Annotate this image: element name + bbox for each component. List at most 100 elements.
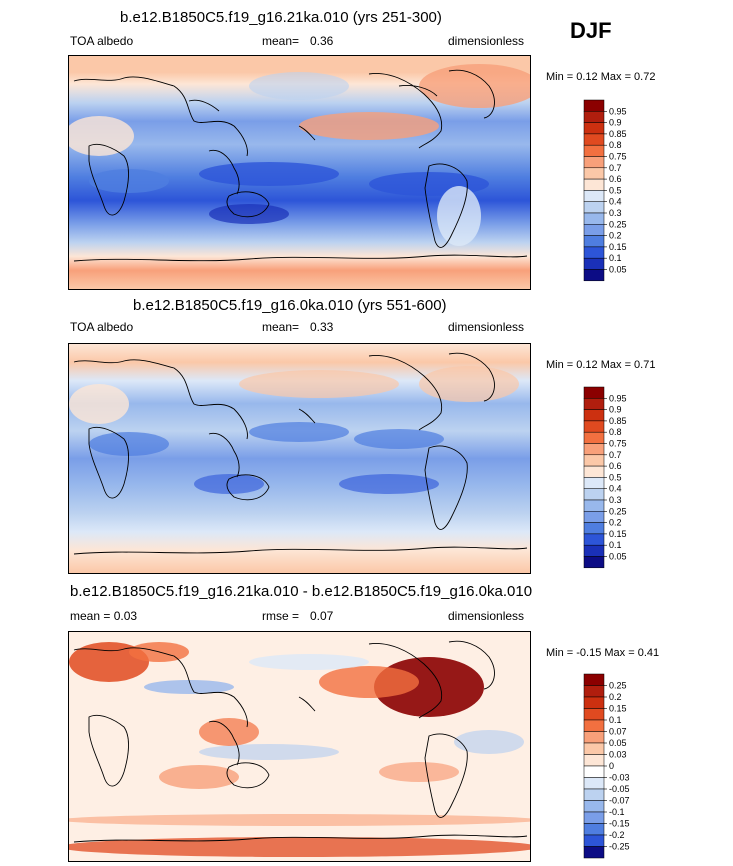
colorbar-swatch (583, 488, 605, 501)
colorbar-swatch (583, 533, 605, 546)
colorbar-swatch (583, 673, 605, 686)
colorbar-tick-label: 0.4 (609, 197, 622, 207)
colorbar-swatch (583, 122, 605, 135)
colorbar-swatch (583, 846, 605, 859)
colorbar-tick-label: 0.25 (609, 506, 627, 516)
colorbar-swatch (583, 742, 605, 755)
colorbar-swatch (583, 556, 605, 569)
colorbar-swatch (583, 834, 605, 847)
colorbar-tick-label: 0.85 (609, 129, 627, 139)
colorbar-swatch (583, 190, 605, 202)
colorbar-tick-label: 0.5 (609, 185, 622, 195)
panel3-rmse-value: 0.07 (310, 609, 334, 623)
colorbar-swatch (583, 811, 605, 824)
colorbar-tick-label: 0.9 (609, 405, 622, 415)
colorbar-swatch (583, 409, 605, 422)
colorbar-tick-label: 0.5 (609, 472, 622, 482)
panel3-map-svg (69, 632, 530, 861)
colorbar-tick-label: 0.95 (609, 106, 627, 116)
colorbar-tick-label: 0.25 (609, 219, 627, 229)
colorbar-swatch (583, 800, 605, 813)
colorbar-swatch (583, 420, 605, 433)
panel1-mean-label: mean= (262, 34, 300, 48)
panel1-title: b.e12.B1850C5.f19_g16.21ka.010 (yrs 251-… (120, 9, 442, 26)
colorbar-tick-label: 0.7 (609, 163, 622, 173)
panel3-title: b.e12.B1850C5.f19_g16.21ka.010 - b.e12.B… (70, 583, 533, 600)
colorbar-tick-label: 0.15 (609, 242, 627, 252)
colorbar-tick-label: 0.8 (609, 140, 622, 150)
colorbar-tick-label: 0.1 (609, 253, 622, 263)
colorbar-tick-label: 0.07 (609, 727, 627, 737)
colorbar-tick-label: 0.3 (609, 208, 622, 218)
colorbar-tick-label: 0.4 (609, 484, 622, 494)
colorbar-tick-label: 0.15 (609, 529, 627, 539)
panel2-colorbar-svg: 0.95 0.90.850.8 0.750.70.60.5 0.40.30.25 0.2… (583, 386, 627, 569)
colorbar-swatch (583, 465, 605, 478)
colorbar-swatch (583, 431, 605, 444)
colorbar-tick-label: 0.9 (609, 118, 622, 128)
colorbar-tick-label: 0.1 (609, 540, 622, 550)
panel1-minmax: Min = 0.12 Max = 0.72 (546, 71, 656, 83)
colorbar-swatch (583, 696, 605, 709)
colorbar-tick-label: 0.05 (609, 265, 627, 275)
colorbar-tick-label: 0.6 (609, 461, 622, 471)
colorbar-swatch (583, 685, 605, 698)
colorbar-tick-label: 0.05 (609, 738, 627, 748)
colorbar-swatch (583, 156, 605, 169)
colorbar-tick-label: -0.05 (609, 784, 630, 794)
colorbar-swatch (583, 144, 605, 157)
colorbar-tick-label: 0.75 (609, 439, 627, 449)
panel3-minmax: Min = -0.15 Max = 0.41 (546, 647, 660, 659)
colorbar-swatch (583, 544, 605, 557)
panel1-map (68, 55, 531, 290)
panel2-map-svg (69, 344, 530, 573)
colorbar-swatch (583, 788, 605, 801)
colorbar-tick-label: 0.2 (609, 692, 622, 702)
colorbar-swatch (583, 719, 605, 732)
colorbar-tick-label: 0.25 (609, 681, 627, 691)
colorbar-tick-label: 0.15 (609, 704, 627, 714)
colorbar-tick-label: 0.1 (609, 715, 622, 725)
colorbar-tick-label: 0.05 (609, 552, 627, 562)
panel2-colorbar: 0.95 0.9 0.85 0.8 0.75 0.7 0.6 0.5 0.4 0.3 0.25 0.2… (583, 386, 644, 569)
colorbar-tick-label: 0.7 (609, 450, 622, 460)
colorbar-swatch (583, 754, 605, 767)
colorbar-tick-label: -0.15 (609, 819, 630, 829)
panel1-colorbar-svg: 0.95 0.90.850.8 0.750.70.60.5 0.40.30.25 0.2… (583, 99, 627, 282)
colorbar-swatch (583, 511, 605, 523)
colorbar-swatch (583, 178, 605, 191)
panel2-units: dimensionless (448, 320, 525, 334)
colorbar-swatch (583, 398, 605, 410)
panel2-variable-label: TOA albedo (70, 320, 134, 334)
colorbar-swatch (583, 522, 605, 535)
panel1-variable-label: TOA albedo (70, 34, 134, 48)
colorbar-swatch (583, 708, 605, 721)
panel2-minmax: Min = 0.12 Max = 0.71 (546, 359, 656, 371)
panel2-map (68, 343, 531, 574)
panel1-colorbar: 0.95 0.9 0.85 0.8 0.75 0.7 0.6 0.5 0.4 0.3 0.25 0.2… (583, 99, 644, 282)
panel2-mean-label: mean= (262, 320, 300, 334)
colorbar-swatch (583, 212, 605, 225)
colorbar-swatch (583, 823, 605, 836)
panel2-mean-value: 0.33 (310, 320, 334, 334)
colorbar-tick-label: 0.03 (609, 750, 627, 760)
panel3-map (68, 631, 531, 862)
colorbar-tick-label: 0 (609, 761, 614, 771)
colorbar-swatch (583, 167, 605, 180)
colorbar-swatch (583, 111, 605, 123)
colorbar-swatch (583, 777, 605, 790)
colorbar-swatch (583, 224, 605, 236)
colorbar-tick-label: -0.03 (609, 773, 630, 783)
colorbar-swatch (583, 235, 605, 248)
colorbar-swatch (583, 269, 605, 282)
colorbar-swatch (583, 499, 605, 512)
panel3-colorbar-svg: 0.250.2 0.150.1 0.070.05 0.030 -0.03-0.05 -0.… (583, 673, 630, 859)
colorbar-tick-label: -0.1 (609, 807, 625, 817)
colorbar-tick-label: -0.07 (609, 796, 630, 806)
colorbar-swatch (583, 765, 605, 778)
colorbar-swatch (583, 443, 605, 456)
colorbar-tick-label: 0.95 (609, 393, 627, 403)
colorbar-tick-label: 0.2 (609, 231, 622, 241)
panel3-units: dimensionless (448, 609, 525, 623)
colorbar-swatch (583, 386, 605, 399)
